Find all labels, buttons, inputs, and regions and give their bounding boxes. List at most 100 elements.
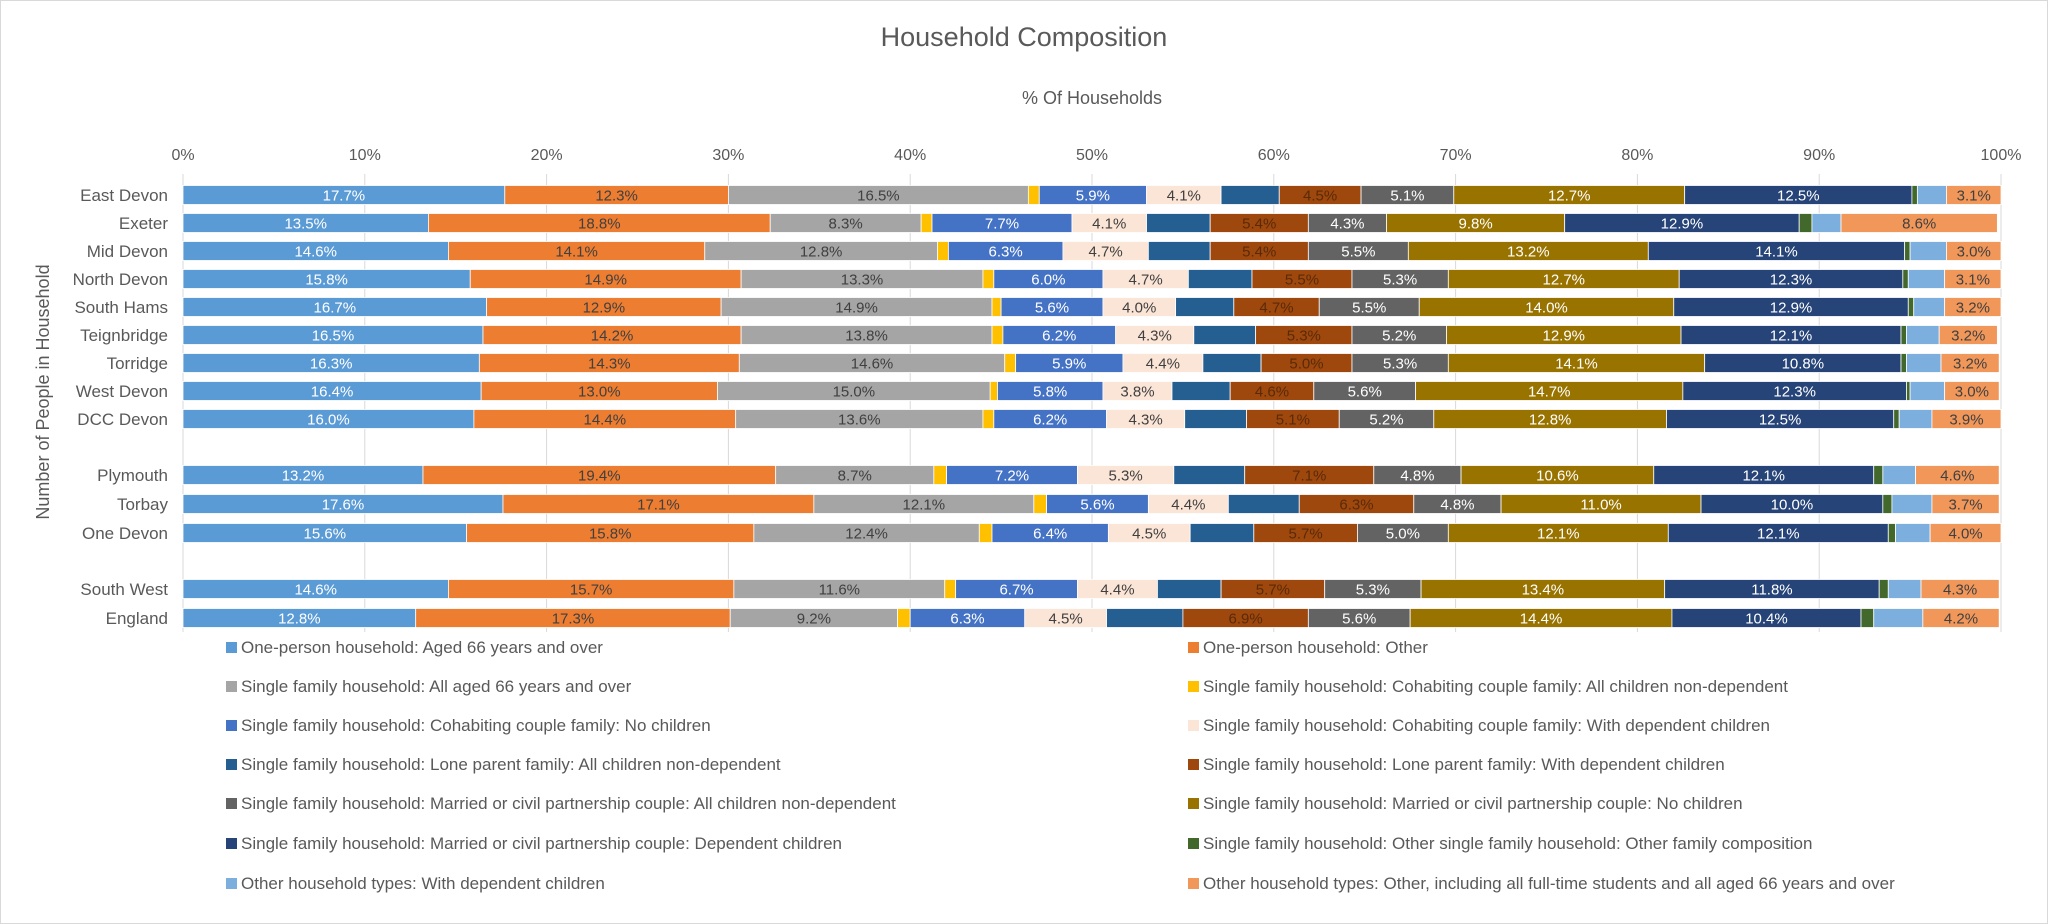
data-label: 7.7% [985,216,1019,233]
x-tick-label: 30% [712,147,744,164]
legend-swatch [226,681,237,692]
data-label: 16.4% [311,384,354,401]
bar-segment [991,297,1002,317]
legend-item: One-person household: Aged 66 years and … [226,638,603,657]
legend-label: Single family household: Other single fa… [1203,834,1812,853]
bar-segment [1882,494,1893,514]
data-label: 5.3% [1383,356,1417,373]
legend-label: Other household types: With dependent ch… [241,874,605,893]
bar-row: 13.5% 18.8% 8.3% 7.7% 4.1% 5.4% 4.3% 9.8% 12.9% 8… [182,213,1998,233]
bar-row: 17.7% 12.3% 16.5% 5.9% 4.1% 4.5% 5.1% 12.7% 12.5… [182,185,2002,205]
bar-segment [1904,241,1911,261]
data-label: 5.1% [1276,412,1310,429]
data-label: 12.1% [903,497,946,514]
data-label: 4.3% [1943,582,1977,599]
data-label: 5.5% [1341,244,1375,261]
legend-swatch [1188,720,1199,731]
legend-swatch [1188,798,1199,809]
data-label: 4.4% [1146,356,1180,373]
legend-swatch [1188,759,1199,770]
bar-segment [1882,465,1916,485]
bar-segment [1027,185,1040,205]
bar-segment [1147,241,1211,261]
legend-swatch [226,838,237,849]
category-label: East Devon [80,186,168,205]
bar-row: 13.2% 19.4% 8.7% 7.2% 5.3% 7.1% 4.8% 10.6% 12.1%… [182,465,2000,485]
category-label: One Devon [82,524,168,543]
data-label: 5.7% [1289,526,1323,543]
data-label: 12.1% [1770,328,1813,345]
data-label: 12.9% [1770,300,1813,317]
data-label: 14.6% [294,244,337,261]
legend-item: Single family household: Married or civi… [226,794,896,813]
data-label: 5.4% [1242,244,1276,261]
data-label: 6.0% [1031,272,1065,289]
data-label: 3.0% [1957,244,1991,261]
legend-item: Single family household: Other single fa… [1188,834,1812,853]
data-label: 4.0% [1948,526,1982,543]
data-label: 4.1% [1167,188,1201,205]
data-label: 6.3% [1339,497,1373,514]
bar-segment [1891,494,1933,514]
bar-segment [978,523,993,543]
x-tick-label: 10% [349,147,381,164]
data-label: 14.1% [1555,356,1598,373]
legend-swatch [226,798,237,809]
category-labels: East Devon Exeter Mid Devon North Devon Sout… [73,186,169,628]
bar-segment [982,269,995,289]
data-label: 9.2% [797,611,831,628]
bar-segment [1157,579,1222,599]
category-label: Exeter [119,214,168,233]
bar-segment [1873,465,1884,485]
bar-segment [897,608,911,628]
x-tick-label: 0% [171,147,194,164]
data-label: 15.6% [304,526,347,543]
data-label: 5.5% [1352,300,1386,317]
bar-segment [1184,409,1247,429]
data-label: 6.9% [1229,611,1263,628]
legend-item: Single family household: Cohabiting coup… [1188,716,1770,735]
data-label: 13.3% [841,272,884,289]
data-label: 4.7% [1089,244,1123,261]
data-label: 18.8% [578,216,621,233]
data-label: 13.2% [282,468,325,485]
data-label: 5.4% [1242,216,1276,233]
data-label: 7.1% [1292,468,1326,485]
data-label: 14.4% [1520,611,1563,628]
data-label: 5.1% [1390,188,1424,205]
bar-segment [1906,381,1911,401]
x-tick-label: 100% [1981,147,2022,164]
data-label: 11.8% [1751,582,1792,599]
data-label: 6.2% [1042,328,1076,345]
bar-segment [1887,523,1896,543]
x-tick-label: 90% [1803,147,1835,164]
data-label: 5.9% [1052,356,1086,373]
legend-item: One-person household: Other [1188,638,1428,657]
bar-row: 16.0% 14.4% 13.6% 6.2% 4.3% 5.1% 5.2% 12.8% 12.5… [182,409,2002,429]
data-label: 14.7% [1528,384,1571,401]
data-label: 13.0% [578,384,621,401]
legend-item: Other household types: With dependent ch… [226,874,605,893]
data-label: 3.2% [1953,356,1987,373]
data-label: 17.3% [552,611,595,628]
data-label: 12.3% [1770,272,1813,289]
data-label: 13.4% [1522,582,1565,599]
bar-segment [1202,353,1262,373]
bar-segment [1929,523,2002,543]
data-label: 4.3% [1330,216,1364,233]
data-label: 14.0% [1525,300,1568,317]
bar-segment [937,241,949,261]
bar-segment [1906,325,1940,345]
bar-segment [1907,269,1946,289]
data-label: 15.8% [305,272,348,289]
legend-label: Single family household: Cohabiting coup… [1203,716,1770,735]
data-label: 10.4% [1745,611,1788,628]
category-label: North Devon [73,270,168,289]
bar-row: 15.8% 14.9% 13.3% 6.0% 4.7% 5.5% 5.3% 12.7% 12.3… [182,269,2002,289]
bar-segment [1106,608,1184,628]
chart-title: Household Composition [881,22,1168,52]
data-label: 8.7% [838,468,872,485]
bar-segment [1909,241,1947,261]
bar-segment [1906,353,1942,373]
